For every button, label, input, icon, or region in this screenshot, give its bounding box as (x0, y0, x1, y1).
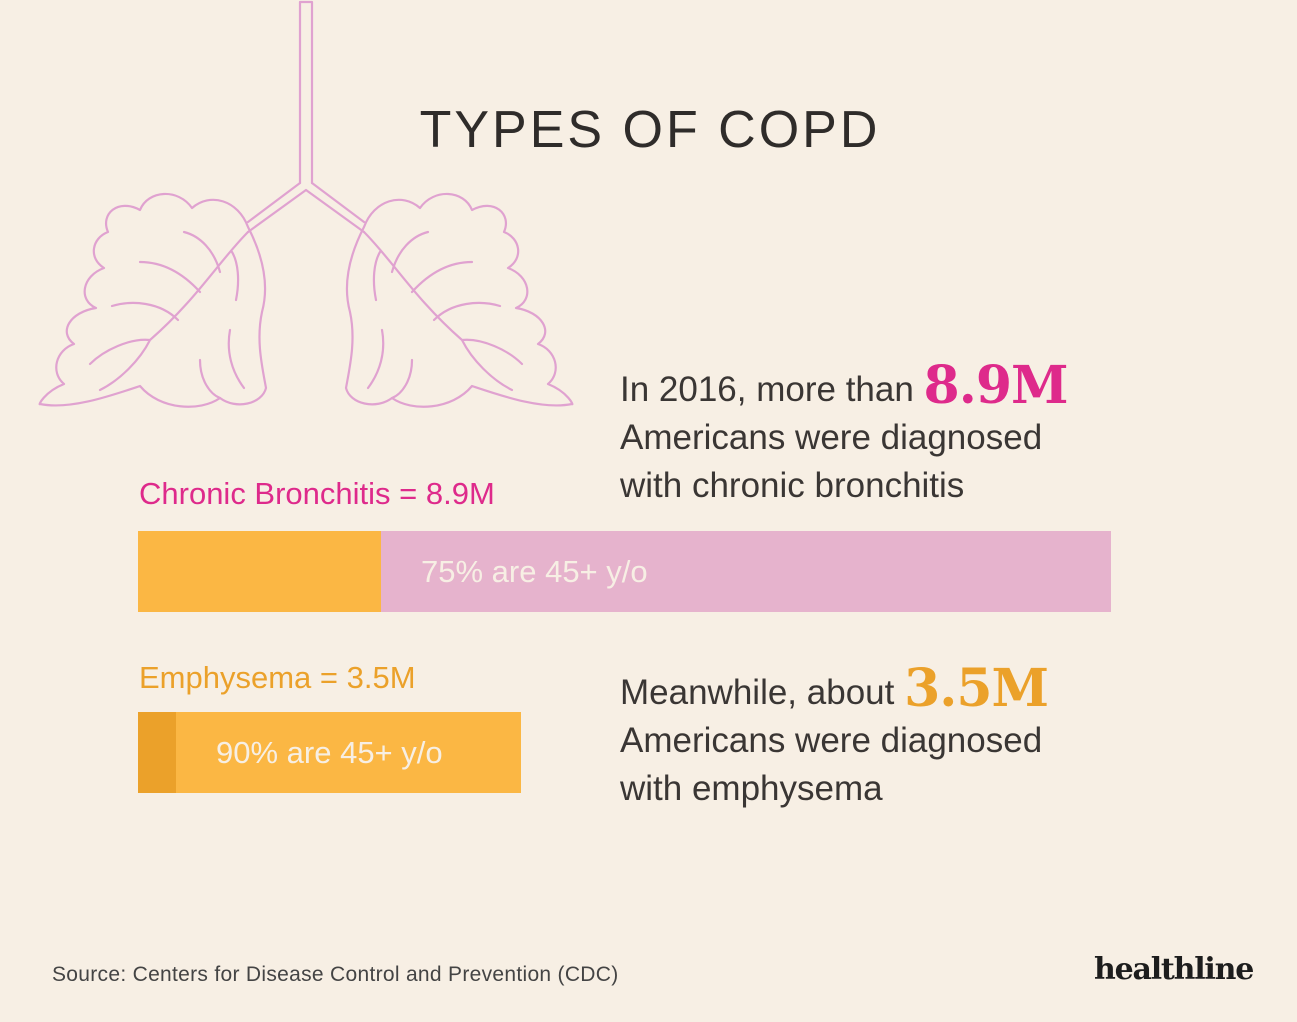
bar-emphysema: 90% are 45+ y/o (138, 712, 521, 793)
bar-text-emphysema: 90% are 45+ y/o (216, 735, 443, 770)
stat-line-2: Americans were diagnosed (620, 721, 1043, 760)
bar-label-emphysema: Emphysema = 3.5M (139, 660, 416, 695)
stat-line-3: with chronic bronchitis (620, 466, 965, 505)
bar-label-chronic-bronchitis: Chronic Bronchitis = 8.9M (139, 476, 495, 511)
bar-segment-under-45 (138, 531, 381, 612)
stat-line-3: with emphysema (620, 769, 883, 808)
bar-chronic-bronchitis: 75% are 45+ y/o (138, 531, 1111, 612)
stat-prefix: Meanwhile, about (620, 673, 905, 712)
stat-prefix: In 2016, more than (620, 370, 924, 409)
stat-line-1: In 2016, more than 8.9M (620, 360, 1069, 414)
bar-segment-under-45 (138, 712, 176, 793)
stat-emphysema: Meanwhile, about 3.5M Americans were dia… (620, 663, 1049, 813)
page-title: TYPES OF COPD (419, 101, 881, 159)
bar-text-chronic-bronchitis: 75% are 45+ y/o (421, 554, 648, 589)
stat-line-2: Americans were diagnosed (620, 418, 1043, 457)
healthline-logo: healthline (1094, 952, 1254, 987)
source-note: Source: Centers for Disease Control and … (52, 963, 619, 986)
bar-segment-45-plus (176, 712, 521, 793)
stat-line-1: Meanwhile, about 3.5M (620, 663, 1049, 717)
stat-highlight: 3.5M (904, 658, 1049, 719)
bar-segment-45-plus (381, 531, 1111, 612)
stat-bronchitis: In 2016, more than 8.9M Americans were d… (620, 360, 1069, 510)
stat-highlight: 8.9M (923, 355, 1069, 416)
